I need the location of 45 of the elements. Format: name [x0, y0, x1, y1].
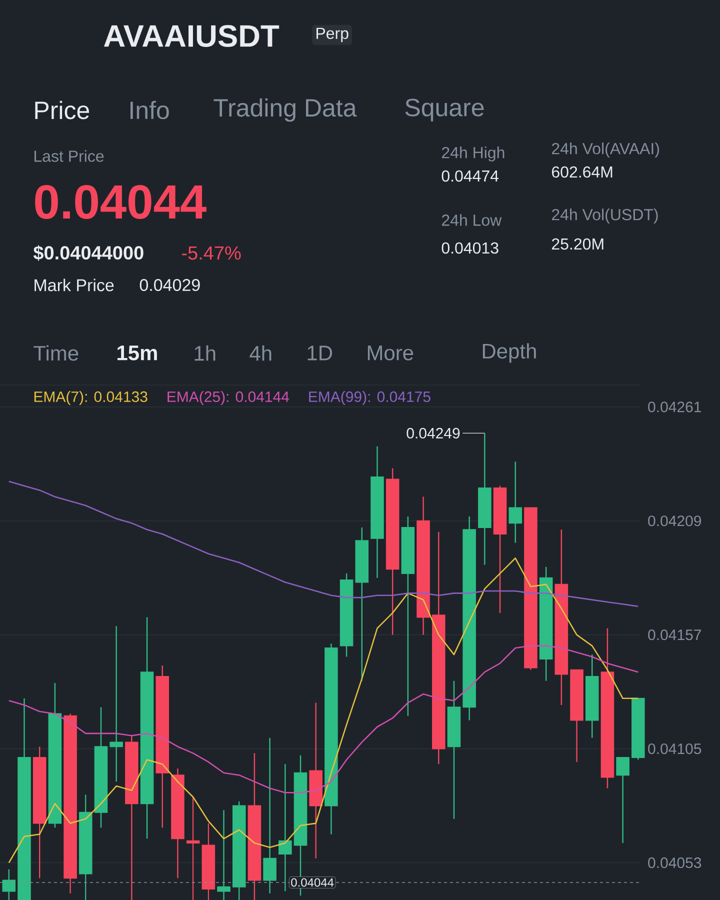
- text: 0.04474: [442, 170, 499, 182]
- text: Square: [405, 98, 484, 122]
- text: 0.04013: [442, 242, 498, 254]
- text: Depth: [482, 343, 536, 363]
- text: 0.04029: [140, 278, 200, 292]
- y-tick-label: 0.04209: [648, 516, 702, 526]
- candlestick: [263, 737, 276, 894]
- text: EMA(99): 0.04175: [309, 391, 430, 405]
- candlestick: [616, 756, 630, 844]
- candlestick: [2, 868, 16, 900]
- text: 24h Low: [442, 214, 502, 226]
- text: -5.47%: [182, 246, 241, 260]
- text: EMA(7): 0.04133: [34, 391, 148, 405]
- candlestick: [110, 625, 123, 782]
- y-tick-label: 0.04053: [648, 857, 702, 868]
- candlestick: [217, 810, 230, 900]
- candlestick: [508, 461, 522, 544]
- candlestick: [186, 796, 200, 900]
- ref-line-label: 0.04044: [291, 878, 334, 887]
- text: Last Price: [34, 150, 104, 162]
- text: Trading Data: [214, 98, 357, 122]
- text: More: [368, 346, 414, 360]
- y-tick-label: 0.04261: [648, 402, 702, 412]
- text: Perp: [316, 28, 348, 42]
- text: 25.20M: [552, 238, 604, 250]
- text: 1h: [194, 345, 216, 361]
- text: EMA(25): 0.04144: [168, 391, 290, 405]
- text: Mark Price: [34, 278, 114, 292]
- text: 4h: [250, 345, 272, 361]
- annotation: 0.04249: [406, 428, 460, 439]
- text: $0.04044000: [33, 245, 144, 261]
- text: 24h Vol(AVAAI): [552, 142, 659, 158]
- text: 1D: [308, 346, 332, 360]
- y-tick-label: 0.04157: [648, 630, 701, 640]
- text: 24h High: [442, 146, 504, 162]
- text: Info: [130, 100, 169, 120]
- text: 15m: [118, 346, 157, 360]
- text: 602.64M: [552, 166, 612, 178]
- text: 24h Vol(USDT): [552, 208, 658, 224]
- y-tick-label: 0.04105: [648, 743, 702, 754]
- text: 0.04044: [35, 185, 206, 220]
- candlestick: [278, 764, 292, 892]
- text: Time: [34, 345, 78, 361]
- text: AVAAIUSDT: [104, 25, 280, 47]
- text: Price: [35, 100, 90, 120]
